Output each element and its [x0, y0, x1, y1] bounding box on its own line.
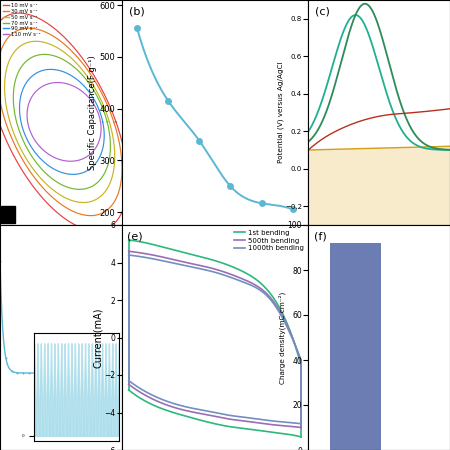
Y-axis label: Specific Capacitance(F g⁻¹): Specific Capacitance(F g⁻¹) — [88, 55, 97, 170]
Legend: 1st bending, 500th bending, 1000th bending: 1st bending, 500th bending, 1000th bendi… — [233, 229, 305, 253]
1st bending — [126, 387, 131, 393]
Y-axis label: Charge density(mC cm⁻²): Charge density(mC cm⁻²) — [279, 292, 286, 383]
Bar — [1, 206, 15, 223]
X-axis label: Scan rate(mV s⁻¹): Scan rate(mV s⁻¹) — [171, 246, 259, 256]
1st bending — [231, 424, 237, 430]
1st bending — [298, 434, 304, 440]
Line: 500th bending: 500th bending — [129, 384, 301, 428]
1st bending — [228, 424, 234, 429]
Y-axis label: Current(mA): Current(mA) — [93, 307, 103, 368]
500th bending — [298, 425, 304, 430]
Text: (b): (b) — [129, 7, 145, 17]
Y-axis label: Potential (V) versus Ag/AgCl: Potential (V) versus Ag/AgCl — [277, 62, 284, 163]
Line: 1st bending: 1st bending — [129, 390, 301, 437]
500th bending — [271, 422, 277, 427]
Text: (e): (e) — [127, 232, 143, 242]
Text: (f): (f) — [314, 232, 327, 242]
1000th bending — [298, 421, 304, 427]
1st bending — [229, 424, 234, 430]
1000th bending — [271, 418, 277, 424]
1000th bending — [231, 414, 237, 419]
1st bending — [271, 430, 277, 435]
Legend: 10 mV s⁻¹, 30 mV s⁻¹, 50 mV s⁻¹, 70 mV s⁻¹, 90 mV s⁻¹, 110 mV s⁻¹: 10 mV s⁻¹, 30 mV s⁻¹, 50 mV s⁻¹, 70 mV s… — [3, 3, 41, 38]
1000th bending — [126, 378, 131, 383]
500th bending — [282, 423, 288, 428]
500th bending — [126, 382, 131, 387]
500th bending — [231, 417, 237, 423]
Line: 1000th bending: 1000th bending — [129, 381, 301, 424]
1st bending — [282, 431, 288, 436]
1000th bending — [229, 413, 234, 418]
1000th bending — [126, 378, 132, 384]
1st bending — [126, 388, 132, 393]
1000th bending — [228, 413, 234, 418]
Bar — [329, 243, 382, 450]
500th bending — [126, 382, 132, 387]
Text: (c): (c) — [315, 7, 330, 17]
1000th bending — [282, 419, 288, 425]
500th bending — [229, 417, 234, 422]
500th bending — [228, 417, 234, 422]
